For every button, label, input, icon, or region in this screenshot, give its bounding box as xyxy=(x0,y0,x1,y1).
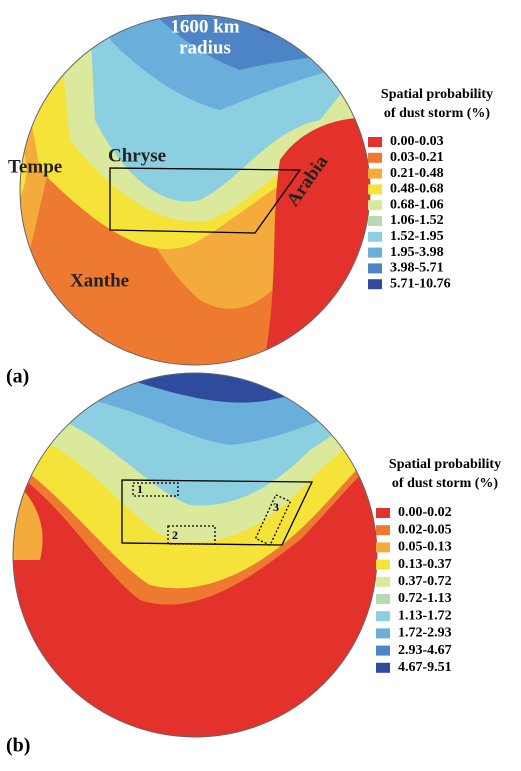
legend-swatch xyxy=(376,628,390,639)
legend-swatch xyxy=(368,137,382,147)
legend-label: 0.05-0.13 xyxy=(398,540,452,555)
legend-swatch xyxy=(368,168,382,179)
legend-swatch xyxy=(376,508,390,518)
legend-label: 5.71-10.76 xyxy=(390,276,451,291)
map-annotation: Tempe xyxy=(8,156,62,177)
legend-swatch xyxy=(368,216,382,226)
legend-label: 0.72-1.13 xyxy=(398,591,452,606)
legend-swatch xyxy=(368,247,382,258)
panel-label: (b) xyxy=(6,735,30,757)
legend-title: of dust storm (%) xyxy=(392,476,498,491)
legend-swatch xyxy=(376,525,390,536)
subregion-box xyxy=(132,482,179,497)
legend-swatch xyxy=(368,263,382,274)
legend-label: 0.02-0.05 xyxy=(398,522,452,537)
legend-swatch xyxy=(368,231,382,242)
legend-swatch xyxy=(376,559,390,570)
box-label: 1 xyxy=(137,482,143,496)
legend-label: 0.68-1.06 xyxy=(390,197,444,212)
legend-label: 0.00-0.03 xyxy=(390,134,444,149)
study-region xyxy=(121,479,314,546)
legend-label: 0.00-0.02 xyxy=(398,505,452,520)
map-b xyxy=(13,373,377,737)
legend-swatch xyxy=(376,594,390,604)
legend-label: 2.93-4.67 xyxy=(398,643,452,658)
box-label: 3 xyxy=(273,500,279,514)
box-label: 2 xyxy=(172,528,178,542)
map-outline xyxy=(12,372,378,738)
map-annotation: Chryse xyxy=(108,145,166,166)
subregion-box xyxy=(254,494,292,546)
map-annotation: Xanthe xyxy=(70,270,129,291)
legend-label: 0.37-0.72 xyxy=(398,574,452,589)
legend-swatch xyxy=(368,184,382,195)
legend-swatch xyxy=(376,645,390,656)
legend-swatch xyxy=(376,576,390,587)
legend-swatch xyxy=(376,662,390,673)
legend-swatch xyxy=(368,200,382,211)
map-annotation: 1600 km xyxy=(170,16,239,37)
legend-title: Spatial probability xyxy=(381,87,493,102)
legend-label: 4.67-9.51 xyxy=(398,660,452,675)
legend-label: 0.21-0.48 xyxy=(390,166,444,181)
legend-swatch xyxy=(368,279,382,290)
legend-swatch xyxy=(376,611,390,622)
legend-label: 1.72-2.93 xyxy=(398,626,452,641)
panel-label: (a) xyxy=(6,366,29,388)
legend-swatch xyxy=(368,152,382,163)
legend-label: 3.98-5.71 xyxy=(390,261,444,276)
subregion-box xyxy=(167,525,216,545)
legend-label: 0.48-0.68 xyxy=(390,182,444,197)
legend-title: of dust storm (%) xyxy=(384,106,490,121)
study-region xyxy=(109,167,302,234)
legend-label: 0.03-0.21 xyxy=(390,150,444,165)
map-annotation: radius xyxy=(179,37,231,58)
legend-label: 0.13-0.37 xyxy=(398,557,452,572)
legend-label: 1.13-1.72 xyxy=(398,608,452,623)
legend-label: 1.52-1.95 xyxy=(390,229,444,244)
legend-swatch xyxy=(376,542,390,553)
legend-label: 1.06-1.52 xyxy=(390,213,444,228)
legend-label: 1.95-3.98 xyxy=(390,245,444,260)
legend-title: Spatial probability xyxy=(389,457,501,472)
